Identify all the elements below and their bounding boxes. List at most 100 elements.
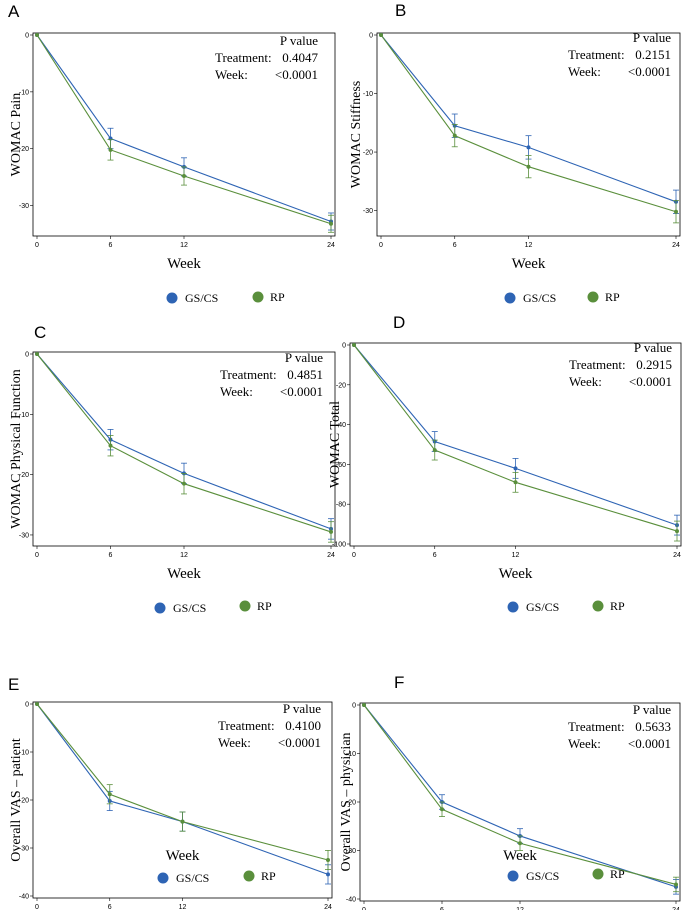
panel-e-series-rp-point xyxy=(107,792,112,797)
panel-c-treatment-label: Treatment: xyxy=(220,367,277,382)
panel-a-xtick-label: 0 xyxy=(35,242,39,249)
panel-f-pvalue-header: P value xyxy=(633,702,671,717)
panel-a-series-rp-line xyxy=(36,34,332,225)
panel-c-xtick-label: 12 xyxy=(180,552,188,559)
panel-c-ytick-label: -10 xyxy=(19,412,29,419)
panel-a-series-rp-point xyxy=(35,33,39,37)
panel-f-ytick-label: 0 xyxy=(352,703,356,710)
panel-d-series-rp-point xyxy=(513,480,518,485)
panel-b-series-gs-cs-line xyxy=(380,34,677,203)
panel-d: D 0 -20 -40 -60 -80 -100 0 6 12 24 Week WOMAC Total P… xyxy=(328,313,682,614)
panel-d-ytick-label: -40 xyxy=(336,422,346,429)
panel-b-xtick-label: 12 xyxy=(525,242,533,249)
panel-e-ylabel: Overall VAS – patient xyxy=(9,738,24,862)
panel-e-ytick-label: -20 xyxy=(19,798,29,805)
panel-a-legend-rp-marker xyxy=(252,291,264,303)
panel-d-week-label: Week: xyxy=(569,374,602,389)
panel-d-series-rp-point xyxy=(432,448,437,453)
panel-e-xlabel: Week xyxy=(166,848,200,864)
panel-d-series-gs-cs-line xyxy=(353,344,678,526)
panel-f-ytick-label: -40 xyxy=(346,897,356,904)
panel-e-series-gs-cs-point xyxy=(326,872,330,877)
panel-f-legend-rp-marker xyxy=(592,868,604,880)
panel-f-series-gs-cs-line xyxy=(363,704,677,888)
panel-c-week-label: Week: xyxy=(220,384,253,399)
panel-d-series-rp-line xyxy=(353,344,678,532)
panel-b-series-rp-point xyxy=(379,33,383,37)
panel-b-xlabel: Week xyxy=(512,256,546,272)
panel-b-ylabel: WOMAC Stiffness xyxy=(349,81,364,188)
panel-f-legend-gs-cs-label: GS/CS xyxy=(526,869,559,883)
panel-d-xtick-label: 12 xyxy=(512,552,520,559)
panel-e-legend-rp-marker xyxy=(243,870,255,882)
panel-b-ytick-label: -30 xyxy=(363,208,373,215)
panel-f-series-rp-point xyxy=(674,882,678,887)
panel-a-letter: A xyxy=(8,2,20,21)
panel-d-xlabel: Week xyxy=(499,566,533,582)
panel-b-series-rp-point xyxy=(452,133,457,138)
panel-e-series-rp-point xyxy=(35,702,39,706)
panel-a-ytick-label: -20 xyxy=(19,146,29,153)
panel-b-treatment-p: 0.2151 xyxy=(635,47,671,62)
panel-e-pvalue-header: P value xyxy=(283,701,321,716)
panel-c-xtick-label: 24 xyxy=(327,552,335,559)
panel-d-series-gs-cs-point xyxy=(513,466,518,471)
panel-c-legend-rp-marker xyxy=(239,600,251,612)
panel-e-series-rp-line xyxy=(36,703,329,861)
panel-c-treatment-p: 0.4851 xyxy=(287,367,323,382)
panel-b-week-label: Week: xyxy=(568,64,601,79)
panel-d-series-rp-point xyxy=(352,343,356,347)
panel-e-legend-rp-label: RP xyxy=(261,869,276,883)
panel-f: F 0 -10 -20 -30 -40 0 6 12 24 Week Overall VAS – ph… xyxy=(339,673,681,910)
panel-a-xtick-label: 24 xyxy=(327,242,335,249)
panel-e-legend-gs-cs-label: GS/CS xyxy=(176,871,209,885)
panel-a-pvalue-header: P value xyxy=(280,33,318,48)
panel-f-series-rp-point xyxy=(440,807,444,812)
panel-c-legend-rp-label: RP xyxy=(257,599,272,613)
panel-a-legend-gs-cs-label: GS/CS xyxy=(185,291,218,305)
panel-d-legend-rp-label: RP xyxy=(610,599,625,613)
panel-e-series-rp-point xyxy=(326,858,330,862)
panel-c-xlabel: Week xyxy=(167,566,201,582)
panel-c-series-rp-point xyxy=(108,443,113,448)
panel-f-legend-rp-label: RP xyxy=(610,867,625,881)
panel-c-legend-gs-cs-label: GS/CS xyxy=(173,601,206,615)
panel-d-xtick-label: 6 xyxy=(433,552,437,559)
panel-f-series-rp-line xyxy=(363,704,677,885)
panel-e-ytick-label: -40 xyxy=(19,894,29,901)
panel-d-week-p: <0.0001 xyxy=(629,374,672,389)
panel-a-series-rp-point xyxy=(329,221,333,226)
panel-b-series-rp-point xyxy=(526,164,531,169)
panel-d-ytick-label: 0 xyxy=(342,343,346,350)
panel-b-xtick-label: 6 xyxy=(453,242,457,249)
panel-e-week-p: <0.0001 xyxy=(278,735,321,750)
panel-a-treatment-p: 0.4047 xyxy=(282,50,318,65)
panel-c-ytick-label: -20 xyxy=(19,472,29,479)
panel-d-legend-gs-cs-label: GS/CS xyxy=(526,600,559,614)
panel-a-ylabel: WOMAC Pain xyxy=(9,93,24,177)
panel-f-xtick-label: 12 xyxy=(516,907,524,910)
panel-e-ytick-label: 0 xyxy=(25,702,29,709)
panel-c-pvalue-header: P value xyxy=(285,350,323,365)
panel-b-letter: B xyxy=(395,1,406,20)
panel-c-series-rp-point xyxy=(329,529,333,534)
panel-b-series-rp-point xyxy=(674,209,678,214)
panel-b-series-gs-cs-point xyxy=(526,145,531,150)
panel-f-ytick-label: -20 xyxy=(346,800,356,807)
panel-a-xlabel: Week xyxy=(167,256,201,272)
panel-d-ytick-label: -20 xyxy=(336,382,346,389)
panel-e-treatment-p: 0.4100 xyxy=(285,718,321,733)
panel-f-ylabel: Overall VAS – physician xyxy=(339,732,354,871)
panel-c-ylabel: WOMAC Physical Function xyxy=(9,369,24,528)
panel-f-xtick-label: 24 xyxy=(672,907,680,910)
panel-f-xlabel: Week xyxy=(503,848,537,864)
panel-b-legend-rp-marker xyxy=(587,291,599,303)
panel-d-ytick-label: -60 xyxy=(336,462,346,469)
panel-b-series-rp-line xyxy=(380,34,677,213)
panel-c-xtick-label: 6 xyxy=(109,552,113,559)
panel-f-week-p: <0.0001 xyxy=(628,736,671,751)
panel-f-xtick-label: 6 xyxy=(440,907,444,910)
panel-c-ytick-label: 0 xyxy=(25,352,29,359)
panel-e-treatment-label: Treatment: xyxy=(218,718,275,733)
